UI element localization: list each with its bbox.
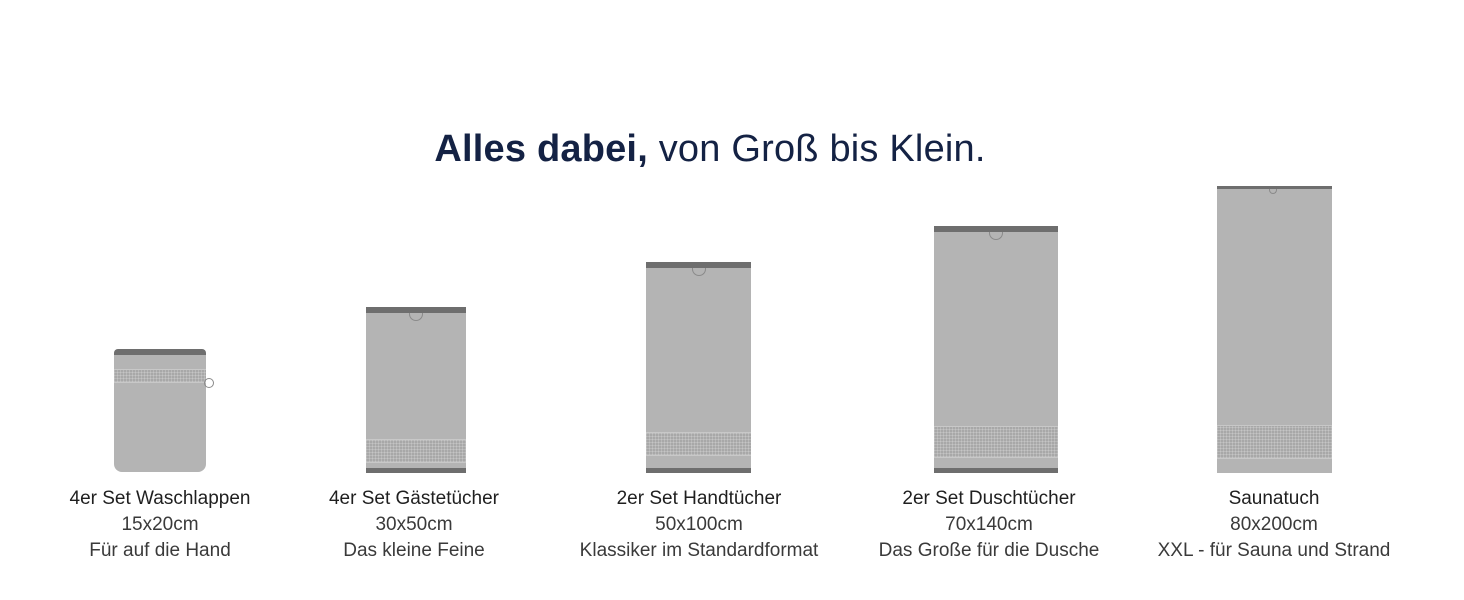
product-caption: 2er Set Duschtücher 70x140cm Das Große f… [849, 486, 1129, 564]
product-size: 30x50cm [375, 514, 453, 535]
headline-light: von Groß bis Klein. [647, 128, 986, 170]
product-description: Das kleine Feine [343, 540, 485, 561]
product-guest-towel: 4er Set Gästetücher 30x50cm Das kleine F… [274, 0, 554, 600]
page-headline: Alles dabei, von Groß bis Klein. [0, 128, 1420, 171]
hanging-loop-icon [204, 378, 214, 388]
product-description: Klassiker im Standardformat [579, 540, 819, 561]
washcloth-icon [114, 349, 206, 472]
product-sauna-towel: Saunatuch 80x200cm XXL - für Sauna und S… [1134, 0, 1414, 600]
product-description: Für auf die Hand [89, 540, 231, 561]
product-name: Saunatuch [1228, 488, 1320, 509]
product-caption: 2er Set Handtücher 50x100cm Klassiker im… [559, 486, 839, 564]
product-size: 50x100cm [655, 514, 743, 535]
product-size: 15x20cm [121, 514, 199, 535]
product-caption: Saunatuch 80x200cm XXL - für Sauna und S… [1134, 486, 1414, 564]
guest-towel-icon [366, 307, 466, 473]
hanging-loop-icon [1269, 189, 1277, 194]
product-name: 4er Set Gästetücher [328, 488, 500, 509]
product-washcloth: 4er Set Waschlappen 15x20cm Für auf die … [20, 0, 300, 600]
product-name: 4er Set Waschlappen [69, 488, 251, 509]
product-shower-towel: 2er Set Duschtücher 70x140cm Das Große f… [849, 0, 1129, 600]
shower-towel-icon [934, 226, 1058, 473]
product-name: 2er Set Duschtücher [902, 488, 1076, 509]
product-description: XXL - für Sauna und Strand [1157, 540, 1391, 561]
sauna-towel-icon [1217, 186, 1332, 473]
headline-bold: Alles dabei, [434, 128, 648, 170]
product-caption: 4er Set Waschlappen 15x20cm Für auf die … [20, 486, 300, 564]
product-size: 70x140cm [945, 514, 1033, 535]
hand-towel-icon [646, 262, 751, 473]
product-name: 2er Set Handtücher [616, 488, 782, 509]
product-caption: 4er Set Gästetücher 30x50cm Das kleine F… [274, 486, 554, 564]
product-hand-towel: 2er Set Handtücher 50x100cm Klassiker im… [559, 0, 839, 600]
product-size: 80x200cm [1230, 514, 1318, 535]
product-description: Das Große für die Dusche [878, 540, 1100, 561]
